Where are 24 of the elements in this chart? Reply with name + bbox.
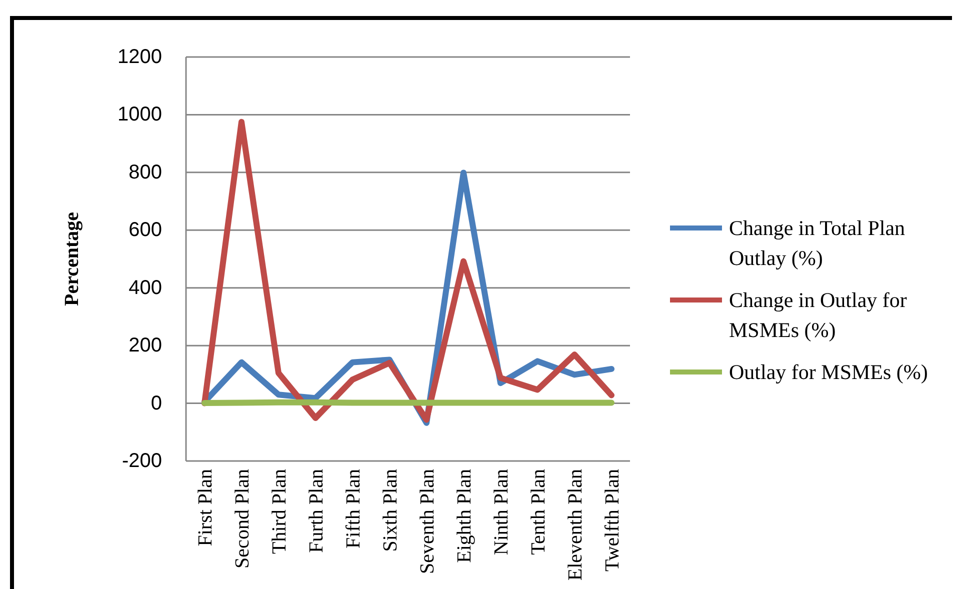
y-tick-label: 200	[128, 334, 162, 357]
y-tick-label: 0	[150, 392, 162, 414]
y-tick-label: 1200	[118, 46, 162, 68]
x-tick-label: Fifth Plan	[342, 469, 364, 548]
x-tick-label: Twelfth Plan	[602, 469, 624, 572]
x-tick-label: Tenth Plan	[528, 469, 550, 555]
x-tick-label: Seventh Plan	[416, 469, 438, 574]
legend-label: Outlay for MSMEs (%)	[729, 360, 928, 384]
x-tick-label: Sixth Plan	[380, 469, 402, 552]
y-tick-label: 400	[128, 276, 162, 299]
x-tick-label: Third Plan	[268, 469, 290, 554]
legend-label: Change in Total Plan Outlay (%)	[729, 216, 906, 270]
x-tick-label: Furth Plan	[306, 469, 328, 553]
x-tick-label: Eighth Plan	[454, 469, 476, 563]
x-tick-label: Second Plan	[232, 469, 254, 568]
y-tick-label: 1000	[118, 104, 162, 126]
x-tick-label: Eleventh Plan	[564, 469, 586, 581]
y-tick-label: -200	[122, 450, 162, 472]
y-tick-label: 800	[128, 161, 162, 184]
x-tick-label: First Plan	[194, 469, 216, 546]
x-tick-label: Ninth Plan	[490, 469, 512, 556]
legend-label: Change in Outlay for MSMEs (%)	[729, 288, 907, 342]
y-tick-label: 600	[128, 219, 162, 242]
y-axis-title: Percentage	[61, 212, 83, 306]
